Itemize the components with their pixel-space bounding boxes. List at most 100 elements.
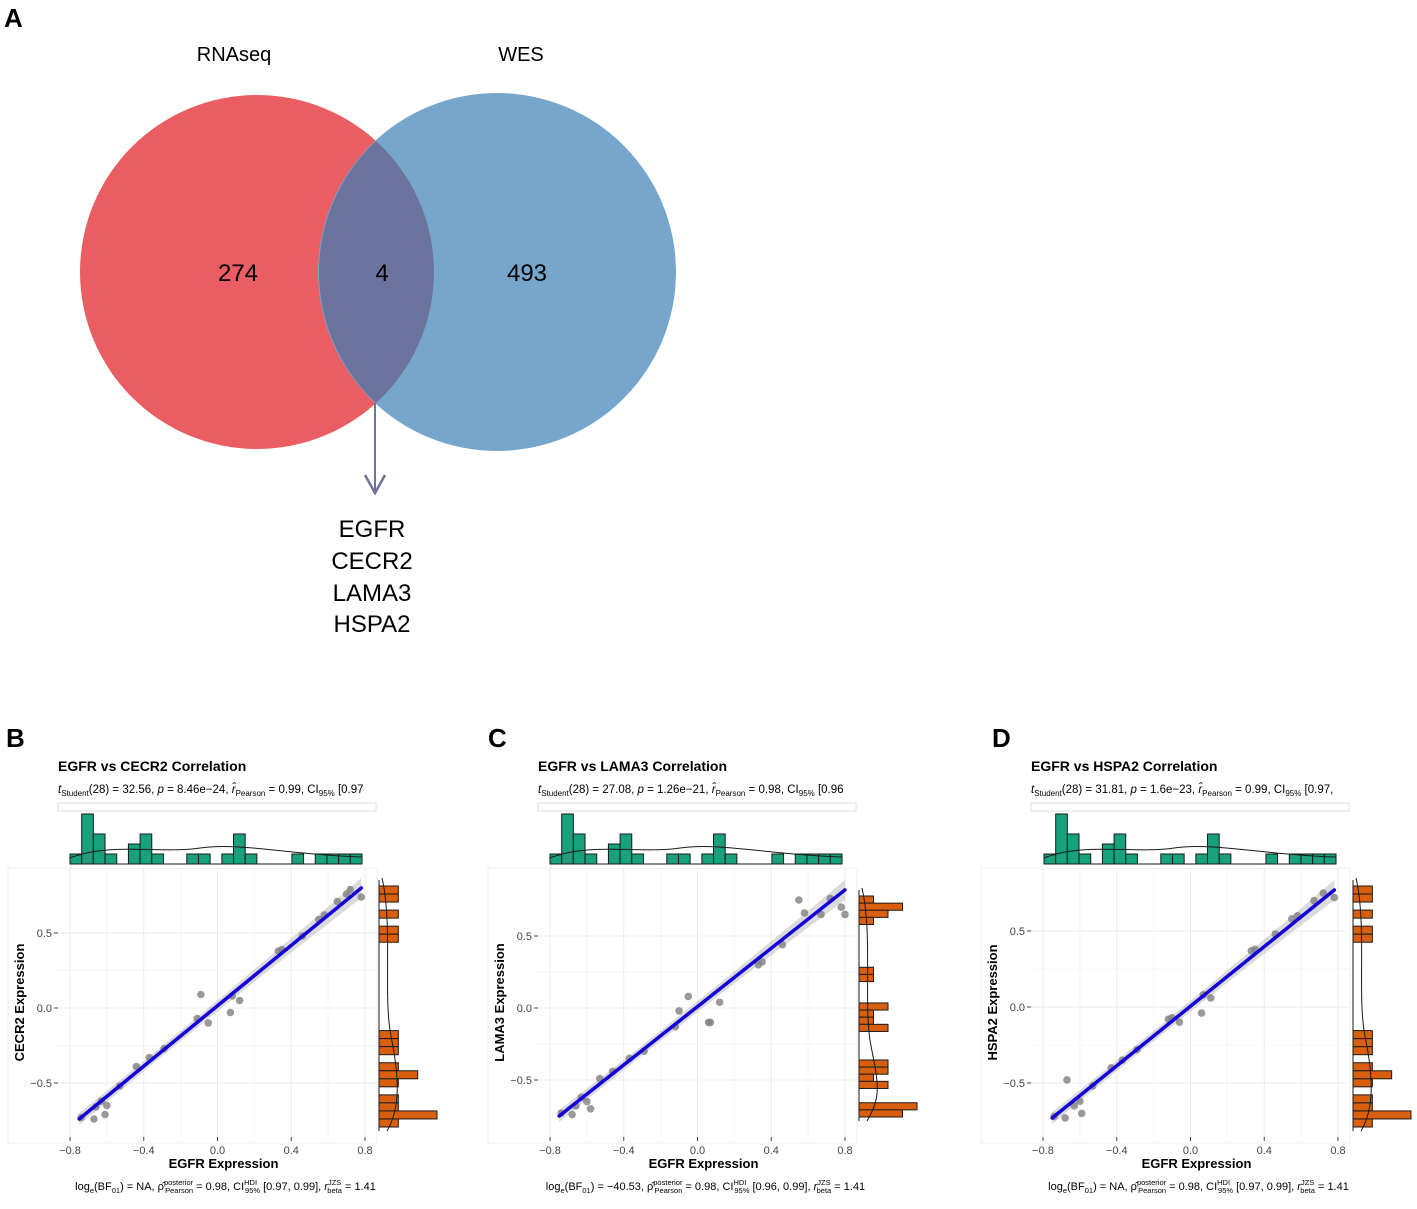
top-hist-bar: [1055, 813, 1068, 865]
y-tick-label: −0.5: [510, 1075, 532, 1087]
top-hist-bar: [197, 853, 211, 865]
top-hist-bar: [1218, 853, 1232, 865]
data-point: [568, 1110, 576, 1119]
data-point: [1330, 893, 1339, 902]
caption-ci-value: [0.97, 0.99],: [260, 1181, 324, 1193]
top-hist-bar: [701, 853, 715, 865]
subtitle-r-sub: Pearson: [1202, 789, 1232, 798]
x-tick-label: 0.4: [1257, 1145, 1272, 1157]
caption-bf-sub: 01: [112, 1186, 120, 1195]
data-point: [346, 885, 355, 894]
right-hist-bar: [858, 1080, 889, 1089]
right-hist-bar: [858, 966, 874, 975]
subtitle-r: r̂: [712, 782, 717, 796]
caption-rho-sup: posterior: [1137, 1178, 1167, 1187]
data-point: [1070, 1102, 1079, 1110]
right-hist-bar: [1352, 1110, 1412, 1120]
x-axis-label: EGFR Expression: [1142, 1156, 1252, 1171]
right-hist-bar: [378, 885, 399, 895]
caption-rho-sup: posterior: [164, 1178, 194, 1187]
y-tick-label: 0.0: [1010, 1002, 1025, 1014]
x-tick-label: 0.4: [284, 1145, 299, 1157]
venn-label-rnaseq: RNAseq: [197, 44, 271, 66]
subtitle-p: p: [157, 784, 165, 796]
chart-title: EGFR vs CECR2 Correlation: [58, 758, 246, 774]
panel-letter-a: A: [4, 3, 23, 33]
data-point: [1063, 1076, 1071, 1084]
overlap-gene-egfr: EGFR: [339, 516, 406, 543]
caption-ci-sup: HDI: [733, 1178, 746, 1187]
subtitle-p: p: [637, 784, 645, 796]
caption-ci-value: [0.96, 0.99],: [749, 1181, 813, 1193]
x-tick-label: −0.4: [1106, 1145, 1128, 1157]
top-hist-bar: [631, 853, 644, 865]
x-axis-label: EGFR Expression: [649, 1156, 759, 1171]
top-hist-bar: [794, 853, 808, 865]
right-hist-bar: [378, 1070, 419, 1080]
top-hist-bar: [151, 853, 164, 865]
data-point: [715, 998, 724, 1007]
right-hist-bar: [378, 1118, 399, 1128]
right-hist-bar: [378, 909, 399, 919]
subtitle-t: t: [538, 784, 542, 796]
caption-log-sub: e: [560, 1186, 564, 1195]
caption-r-sup: JZS: [817, 1178, 830, 1187]
panel-letter-d: D: [992, 723, 1011, 753]
top-hist-bar: [127, 843, 141, 865]
right-hist-bar: [1352, 933, 1373, 943]
subtitle-r-sub: Pearson: [236, 789, 266, 798]
caption-rho-sub: Pearson: [165, 1186, 193, 1195]
right-density-curve: [381, 877, 398, 1132]
top-hist-bar: [1288, 853, 1302, 865]
chart-title: EGFR vs LAMA3 Correlation: [538, 758, 727, 774]
scatter-panel-c: C EGFR vs LAMA3 Correlation tStudent(28) =…: [487, 723, 918, 1195]
overlap-gene-hspa2: HSPA2: [334, 611, 411, 638]
subtitle-ci-sub: 95%: [799, 789, 815, 798]
overlap-arrow-head: [363, 474, 387, 496]
x-tick-label: 0.0: [1183, 1145, 1198, 1157]
subtitle-frame: [1030, 802, 1350, 812]
caption-ci-sub: 95%: [1218, 1186, 1233, 1195]
top-hist-bar: [666, 853, 679, 865]
data-point: [226, 1008, 235, 1017]
data-point: [235, 996, 244, 1005]
top-hist-bar: [186, 853, 199, 865]
data-point: [837, 903, 846, 911]
right-hist-bar: [858, 1066, 889, 1075]
top-density-curve: [1043, 845, 1337, 859]
top-hist-bar: [572, 833, 586, 865]
y-tick-label: 0.0: [517, 1003, 532, 1015]
x-tick-label: 0.0: [210, 1145, 225, 1157]
right-hist-bar: [858, 1109, 903, 1118]
caption-r-sub: beta: [817, 1186, 832, 1195]
caption-log: log: [546, 1181, 561, 1193]
data-point: [1175, 1018, 1184, 1026]
subtitle-ci-sub: 95%: [1285, 789, 1301, 798]
top-density-curve: [549, 845, 843, 859]
caption-r-sup: JZS: [1301, 1178, 1314, 1187]
data-point: [1206, 994, 1215, 1002]
subtitle-t-value: (28) = 32.56,: [89, 784, 158, 796]
x-tick-label: −0.4: [613, 1145, 635, 1157]
right-hist-bar: [1352, 893, 1373, 903]
x-tick-label: 0.8: [1330, 1145, 1345, 1157]
subtitle-ci-sub: 95%: [319, 789, 335, 798]
right-hist-bar: [1352, 1046, 1373, 1056]
data-point: [197, 990, 205, 999]
y-tick-label: 0.5: [517, 931, 532, 943]
data-point: [758, 958, 766, 966]
x-axis-label: EGFR Expression: [169, 1156, 279, 1171]
caption-ci-sup: HDI: [1217, 1178, 1230, 1187]
plot-area: [7, 867, 378, 1144]
top-hist-bar: [1066, 833, 1080, 865]
data-point: [333, 897, 342, 906]
caption-bf-sub: 01: [1085, 1186, 1093, 1195]
right-hist-bar: [858, 973, 874, 983]
data-point: [1197, 1009, 1206, 1017]
caption-rho: ρ̂: [1131, 1181, 1139, 1193]
top-hist-bar: [771, 853, 785, 865]
subtitle-r-value: = 0.99, CI: [265, 784, 318, 796]
data-point: [583, 1097, 591, 1106]
caption-rho: ρ̂: [647, 1181, 655, 1193]
caption-log-sub: e: [1063, 1186, 1067, 1195]
